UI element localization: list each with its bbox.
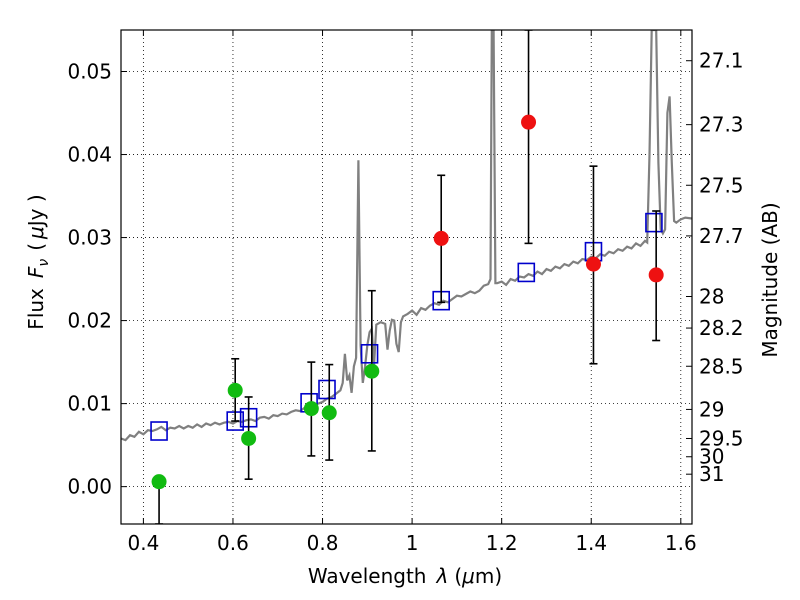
x-tick-label: 0.6 bbox=[217, 531, 249, 555]
y2-tick-label: 27.7 bbox=[699, 224, 744, 248]
model-photometry-square bbox=[150, 421, 168, 441]
y2-axis-label: Magnitude (AB) bbox=[758, 202, 782, 357]
y2-tick-label: 31 bbox=[699, 462, 724, 486]
measured-flux-point bbox=[364, 363, 380, 379]
measured-flux-point bbox=[241, 430, 257, 446]
x-tick-label: 0.8 bbox=[307, 531, 339, 555]
chart-marks bbox=[150, 30, 664, 524]
x-tick-label: 0.4 bbox=[127, 531, 159, 555]
y2-tick-label: 30 bbox=[699, 445, 724, 469]
model-photometry-square bbox=[318, 379, 336, 400]
x-tick-label: 1 bbox=[406, 531, 419, 555]
y-tick-label: 0.04 bbox=[67, 143, 112, 167]
x-tick-label: 1.6 bbox=[665, 531, 697, 555]
measured-flux-point bbox=[321, 405, 337, 421]
model-photometry-square bbox=[517, 262, 536, 283]
y-tick-label: 0.00 bbox=[67, 475, 112, 499]
x-tick-label: 1.2 bbox=[486, 531, 518, 555]
measured-flux-point bbox=[648, 267, 664, 283]
y-tick-label: 0.03 bbox=[67, 226, 112, 250]
y2-tick-label: 27.3 bbox=[699, 113, 744, 137]
y2-tick-label: 28.2 bbox=[699, 316, 744, 340]
measured-flux-point bbox=[303, 401, 319, 417]
y-tick-label: 0.01 bbox=[67, 392, 112, 416]
y-tick-label: 0.05 bbox=[67, 60, 112, 84]
plot-frame bbox=[120, 29, 693, 525]
y2-tick-label: 28.5 bbox=[699, 354, 744, 378]
y-axis-label: FluxFν(μJy ) bbox=[24, 194, 52, 329]
x-tick-label: 1.4 bbox=[575, 531, 607, 555]
measured-flux-point bbox=[585, 256, 601, 272]
y2-tick-label: 29.5 bbox=[699, 426, 744, 450]
grid-lines bbox=[121, 30, 692, 524]
model-spectrum-line bbox=[121, 30, 692, 442]
measured-flux-point bbox=[151, 474, 167, 490]
x-axis-label: Wavelength λ (μm) bbox=[308, 564, 502, 588]
y2-tick-label: 27.5 bbox=[699, 173, 744, 197]
measured-flux-point bbox=[433, 230, 449, 246]
model-photometry-square bbox=[360, 343, 379, 364]
measured-flux-point bbox=[227, 382, 243, 398]
y2-tick-label: 27.1 bbox=[699, 49, 744, 73]
y2-tick-label: 29 bbox=[699, 397, 724, 421]
tick-marks: 0.4 0.6 0.8 1 1.2 1.4 1.6 0.00 0.01 0.02 0.03 0.04 0… bbox=[67, 30, 744, 555]
axes-frame bbox=[120, 29, 693, 525]
y-tick-label: 0.02 bbox=[67, 309, 112, 333]
y2-tick-label: 28 bbox=[699, 285, 724, 309]
spectrum-layer bbox=[121, 30, 692, 442]
measured-flux-point bbox=[521, 114, 537, 130]
model-photometry-square bbox=[645, 212, 663, 233]
